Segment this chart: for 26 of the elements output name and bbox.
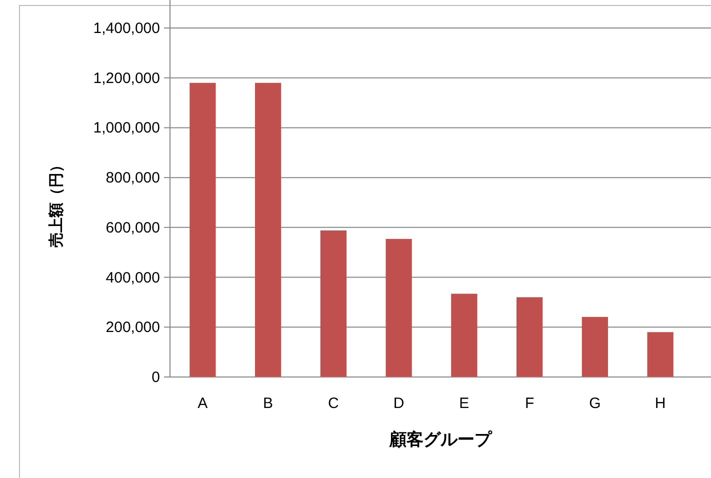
y-tick-label: 400,000 [106, 269, 160, 286]
bar [647, 332, 674, 377]
x-tick-label: G [589, 395, 601, 412]
x-tick-label: C [328, 395, 340, 412]
x-tick-label: F [524, 395, 534, 412]
x-tick-label: B [263, 395, 274, 412]
bar [386, 238, 412, 377]
x-tick-label: A [198, 395, 208, 412]
y-axis-title: 売上額（円） [48, 158, 65, 248]
x-tick-label: D [393, 395, 404, 412]
y-tick-label: 1,400,000 [93, 20, 160, 37]
bar [516, 297, 543, 377]
y-tick-label: 800,000 [106, 170, 160, 187]
bar [190, 82, 216, 377]
bar [254, 82, 282, 377]
y-tick-label: 0 [152, 369, 160, 386]
y-tick-label: 600,000 [106, 219, 160, 236]
bar [582, 316, 608, 377]
y-tick-label: 1,000,000 [93, 120, 160, 137]
bar [451, 294, 478, 377]
bar [320, 230, 347, 377]
x-tick-label: E [459, 395, 470, 412]
y-tick-label: 1,200,000 [93, 70, 160, 87]
x-tick-label: H [654, 395, 666, 412]
x-axis-title: 顧客グループ [388, 430, 492, 449]
y-tick-label: 200,000 [106, 319, 160, 336]
